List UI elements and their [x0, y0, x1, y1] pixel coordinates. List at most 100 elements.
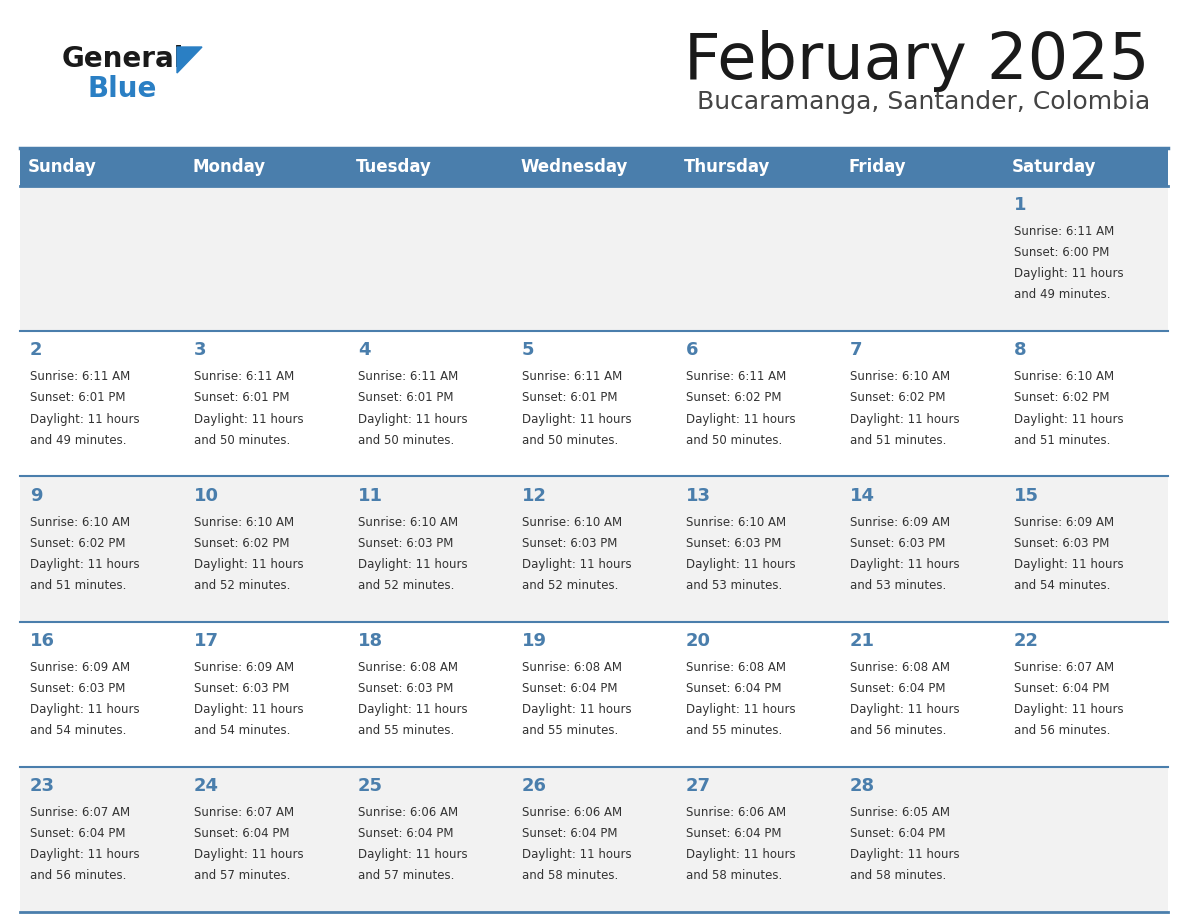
- Text: Daylight: 11 hours: Daylight: 11 hours: [1013, 267, 1124, 280]
- Text: Sunrise: 6:10 AM: Sunrise: 6:10 AM: [194, 516, 293, 529]
- Text: Sunrise: 6:08 AM: Sunrise: 6:08 AM: [522, 661, 621, 674]
- Text: Sunset: 6:04 PM: Sunset: 6:04 PM: [358, 827, 454, 840]
- Text: Sunset: 6:03 PM: Sunset: 6:03 PM: [30, 682, 125, 695]
- Text: Daylight: 11 hours: Daylight: 11 hours: [358, 558, 467, 571]
- Text: Bucaramanga, Santander, Colombia: Bucaramanga, Santander, Colombia: [696, 90, 1150, 114]
- Text: Daylight: 11 hours: Daylight: 11 hours: [1013, 558, 1124, 571]
- Text: and 52 minutes.: and 52 minutes.: [194, 578, 290, 592]
- Text: Sunset: 6:04 PM: Sunset: 6:04 PM: [849, 827, 946, 840]
- Text: 16: 16: [30, 632, 55, 650]
- Text: and 58 minutes.: and 58 minutes.: [849, 869, 946, 882]
- Text: 10: 10: [194, 487, 219, 505]
- Text: Sunset: 6:03 PM: Sunset: 6:03 PM: [685, 537, 782, 550]
- Text: Sunset: 6:01 PM: Sunset: 6:01 PM: [358, 391, 454, 405]
- Text: Sunrise: 6:10 AM: Sunrise: 6:10 AM: [358, 516, 457, 529]
- Text: Daylight: 11 hours: Daylight: 11 hours: [522, 412, 632, 426]
- Text: 21: 21: [849, 632, 874, 650]
- Bar: [676, 148, 840, 186]
- Text: and 55 minutes.: and 55 minutes.: [358, 724, 454, 737]
- Bar: [184, 148, 348, 186]
- Text: Sunday: Sunday: [29, 158, 97, 176]
- Text: and 57 minutes.: and 57 minutes.: [358, 869, 454, 882]
- Text: and 52 minutes.: and 52 minutes.: [522, 578, 618, 592]
- Text: Sunset: 6:01 PM: Sunset: 6:01 PM: [30, 391, 126, 405]
- Text: 18: 18: [358, 632, 383, 650]
- Text: Daylight: 11 hours: Daylight: 11 hours: [685, 558, 796, 571]
- Text: Saturday: Saturday: [1012, 158, 1097, 176]
- Text: and 51 minutes.: and 51 minutes.: [1013, 433, 1111, 446]
- Text: Sunrise: 6:11 AM: Sunrise: 6:11 AM: [522, 370, 623, 384]
- Text: and 51 minutes.: and 51 minutes.: [849, 433, 946, 446]
- Text: Monday: Monday: [192, 158, 265, 176]
- Text: Daylight: 11 hours: Daylight: 11 hours: [685, 703, 796, 716]
- Text: Daylight: 11 hours: Daylight: 11 hours: [1013, 412, 1124, 426]
- Text: Sunrise: 6:09 AM: Sunrise: 6:09 AM: [849, 516, 950, 529]
- Text: 9: 9: [30, 487, 43, 505]
- Text: Daylight: 11 hours: Daylight: 11 hours: [685, 412, 796, 426]
- Text: 26: 26: [522, 777, 546, 795]
- Text: Sunset: 6:04 PM: Sunset: 6:04 PM: [849, 682, 946, 695]
- Text: Daylight: 11 hours: Daylight: 11 hours: [849, 703, 960, 716]
- Text: 5: 5: [522, 341, 535, 359]
- Text: 22: 22: [1013, 632, 1038, 650]
- Text: and 55 minutes.: and 55 minutes.: [685, 724, 782, 737]
- Text: and 53 minutes.: and 53 minutes.: [685, 578, 782, 592]
- Text: Sunset: 6:04 PM: Sunset: 6:04 PM: [194, 827, 290, 840]
- Text: 1: 1: [1013, 196, 1026, 214]
- Text: Sunrise: 6:07 AM: Sunrise: 6:07 AM: [30, 806, 129, 819]
- Text: and 54 minutes.: and 54 minutes.: [30, 724, 126, 737]
- Text: Daylight: 11 hours: Daylight: 11 hours: [849, 558, 960, 571]
- Text: Daylight: 11 hours: Daylight: 11 hours: [30, 703, 139, 716]
- Text: 4: 4: [358, 341, 371, 359]
- Text: 8: 8: [1013, 341, 1026, 359]
- Text: Sunrise: 6:06 AM: Sunrise: 6:06 AM: [522, 806, 623, 819]
- Text: Daylight: 11 hours: Daylight: 11 hours: [849, 848, 960, 861]
- Text: and 53 minutes.: and 53 minutes.: [849, 578, 946, 592]
- Text: 7: 7: [849, 341, 862, 359]
- Text: Sunrise: 6:10 AM: Sunrise: 6:10 AM: [522, 516, 623, 529]
- Text: Daylight: 11 hours: Daylight: 11 hours: [1013, 703, 1124, 716]
- Text: 23: 23: [30, 777, 55, 795]
- Text: Friday: Friday: [848, 158, 905, 176]
- Text: and 56 minutes.: and 56 minutes.: [30, 869, 126, 882]
- Text: Sunrise: 6:10 AM: Sunrise: 6:10 AM: [849, 370, 950, 384]
- Text: 11: 11: [358, 487, 383, 505]
- Text: Daylight: 11 hours: Daylight: 11 hours: [522, 558, 632, 571]
- Text: and 50 minutes.: and 50 minutes.: [685, 433, 782, 446]
- Text: February 2025: February 2025: [684, 30, 1150, 92]
- Text: Daylight: 11 hours: Daylight: 11 hours: [358, 848, 467, 861]
- Text: and 50 minutes.: and 50 minutes.: [358, 433, 454, 446]
- Text: and 58 minutes.: and 58 minutes.: [522, 869, 618, 882]
- Text: Sunrise: 6:07 AM: Sunrise: 6:07 AM: [1013, 661, 1114, 674]
- Text: and 56 minutes.: and 56 minutes.: [1013, 724, 1111, 737]
- Text: 14: 14: [849, 487, 874, 505]
- Text: 3: 3: [194, 341, 207, 359]
- Text: 25: 25: [358, 777, 383, 795]
- Text: Sunrise: 6:07 AM: Sunrise: 6:07 AM: [194, 806, 293, 819]
- Text: Sunrise: 6:11 AM: Sunrise: 6:11 AM: [685, 370, 786, 384]
- Text: General: General: [62, 45, 184, 73]
- Bar: [20, 476, 1168, 621]
- Text: Daylight: 11 hours: Daylight: 11 hours: [194, 848, 303, 861]
- Text: Sunrise: 6:06 AM: Sunrise: 6:06 AM: [685, 806, 786, 819]
- Text: Sunrise: 6:10 AM: Sunrise: 6:10 AM: [30, 516, 129, 529]
- Text: Sunset: 6:04 PM: Sunset: 6:04 PM: [522, 682, 618, 695]
- Text: Tuesday: Tuesday: [356, 158, 432, 176]
- Text: Sunset: 6:02 PM: Sunset: 6:02 PM: [685, 391, 782, 405]
- Text: and 50 minutes.: and 50 minutes.: [194, 433, 290, 446]
- Text: 13: 13: [685, 487, 710, 505]
- Bar: [20, 767, 1168, 912]
- Text: and 50 minutes.: and 50 minutes.: [522, 433, 618, 446]
- Text: Sunrise: 6:11 AM: Sunrise: 6:11 AM: [1013, 225, 1114, 238]
- Bar: [512, 148, 676, 186]
- Text: and 52 minutes.: and 52 minutes.: [358, 578, 454, 592]
- Text: and 55 minutes.: and 55 minutes.: [522, 724, 618, 737]
- Text: Sunrise: 6:06 AM: Sunrise: 6:06 AM: [358, 806, 457, 819]
- Text: Blue: Blue: [87, 75, 157, 103]
- Text: Sunset: 6:00 PM: Sunset: 6:00 PM: [1013, 246, 1110, 259]
- Text: Sunset: 6:04 PM: Sunset: 6:04 PM: [30, 827, 126, 840]
- Text: Daylight: 11 hours: Daylight: 11 hours: [685, 848, 796, 861]
- Bar: [20, 621, 1168, 767]
- Text: Sunrise: 6:08 AM: Sunrise: 6:08 AM: [358, 661, 457, 674]
- Text: and 54 minutes.: and 54 minutes.: [1013, 578, 1111, 592]
